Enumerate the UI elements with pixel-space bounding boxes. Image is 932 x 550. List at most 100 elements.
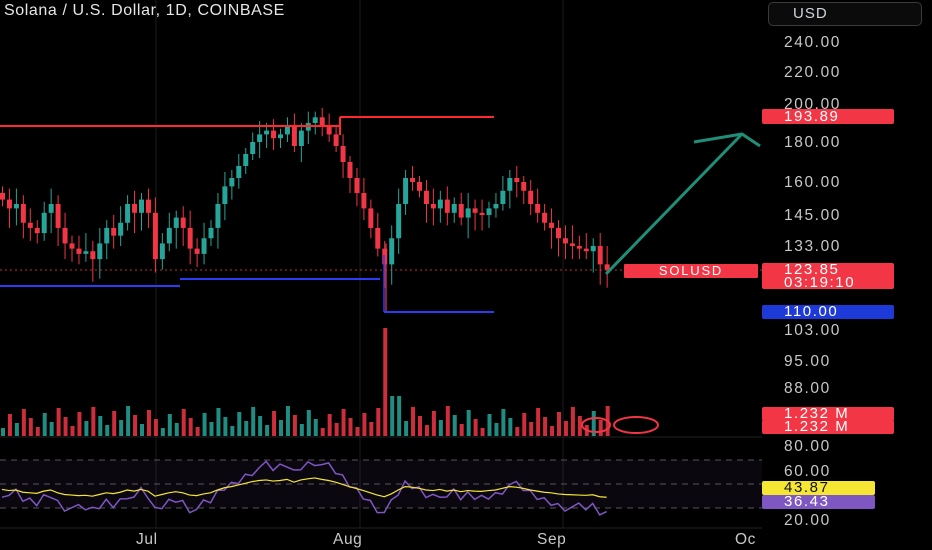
candle-body: [69, 243, 75, 249]
candle-body: [479, 212, 485, 215]
candle-body: [159, 243, 165, 260]
volume-bar: [140, 424, 144, 436]
candle-body: [389, 238, 395, 265]
volume-bar: [313, 419, 318, 436]
candle-body: [423, 190, 429, 204]
volume-bar: [14, 423, 19, 436]
volume-bar: [515, 427, 520, 436]
volume-bar: [306, 410, 311, 436]
volume-bar: [369, 422, 374, 436]
volume-bar: [536, 408, 541, 436]
volume-bar: [209, 422, 214, 436]
symbol-badge: SOLUSD: [624, 264, 758, 278]
trend-arrow-line: [604, 132, 761, 276]
volume-bar: [7, 414, 12, 436]
volume-bar: [445, 406, 450, 436]
candle-body: [486, 208, 492, 215]
candle-body: [493, 204, 499, 209]
support-price-badge: 110.00: [762, 304, 894, 319]
candle-body: [403, 178, 409, 204]
candle-body: [132, 204, 138, 213]
volume-bar: [480, 428, 485, 436]
volume-bar: [501, 409, 506, 436]
volume-bar: [244, 421, 249, 436]
volume-bar: [153, 419, 158, 436]
volume-bar: [397, 396, 402, 436]
price-tick: 145.00: [784, 207, 842, 224]
volume-bar: [550, 426, 555, 436]
candle-body: [271, 130, 277, 139]
candle-body: [118, 222, 124, 236]
candle-body: [284, 126, 290, 135]
volume-bar: [404, 421, 409, 436]
candle-body: [243, 154, 249, 166]
volume-bar: [1, 428, 5, 436]
volume-bar: [487, 414, 492, 436]
volume-bar: [557, 412, 561, 436]
currency-button[interactable]: USD: [768, 2, 922, 26]
volume-bar: [265, 425, 270, 436]
volume-bar: [598, 420, 603, 436]
price-levels: [0, 116, 762, 313]
candlestick-series: [0, 107, 610, 312]
candle-body: [451, 204, 457, 213]
price-tick: 95.00: [784, 353, 831, 370]
volume-bar: [167, 414, 172, 436]
volume-bar: [181, 409, 186, 436]
symbol-title[interactable]: Solana / U.S. Dollar, 1D, COINBASE: [4, 2, 285, 19]
volume-bar: [334, 423, 339, 436]
volume-bar: [522, 413, 527, 436]
candle-body: [597, 246, 603, 265]
candle-body: [257, 134, 263, 142]
candle-body: [396, 204, 402, 239]
volume-bar: [279, 420, 283, 436]
volume-bar: [466, 410, 471, 436]
volume-bar: [411, 407, 416, 436]
price-tick: 160.00: [784, 174, 842, 191]
candle-body: [291, 126, 297, 146]
candle-body: [139, 199, 144, 213]
rsi-ma-line: [1, 477, 607, 498]
volume-bar: [494, 423, 499, 436]
candle-body: [83, 251, 89, 254]
candle-body: [194, 248, 200, 254]
candle-body: [361, 193, 367, 209]
bar-countdown: 03:19:10: [784, 274, 856, 291]
volume-bar: [418, 416, 422, 436]
candle-body: [250, 142, 256, 154]
volume-bar: [251, 407, 256, 436]
candle-body: [125, 204, 131, 223]
volume-bar: [327, 414, 332, 436]
volume-bar: [223, 417, 228, 436]
volume-bar: [49, 422, 54, 436]
time-tick-aug: Aug: [333, 531, 363, 548]
candle-body: [521, 182, 527, 191]
rsi-tick: 60.00: [784, 463, 831, 480]
candle-body: [430, 204, 436, 209]
price-tick: 220.00: [784, 64, 842, 81]
candle-body: [97, 243, 103, 260]
volume-bar: [292, 415, 297, 436]
us-flag-icon: [581, 417, 611, 433]
volume-bar: [195, 427, 200, 436]
rsi-tick: 20.00: [784, 512, 831, 529]
us-flag-icon: [613, 416, 659, 434]
volume-bar: [591, 411, 596, 436]
candle-body: [549, 222, 555, 228]
candle-body: [236, 166, 242, 178]
candle-body: [90, 251, 96, 260]
resistance-price-badge: 193.89: [762, 109, 894, 124]
volume-bar: [577, 416, 582, 436]
volume-bar: [320, 428, 325, 436]
time-tick-jul: Jul: [136, 531, 158, 548]
candle-body: [20, 204, 26, 223]
volume-bar: [570, 407, 575, 436]
candle-body: [368, 208, 374, 228]
candle-body: [458, 204, 464, 218]
candle-body: [500, 190, 506, 204]
volume-bar: [133, 415, 138, 436]
volume-bar: [529, 422, 534, 436]
volume-bar: [376, 408, 381, 436]
volume-bar: [28, 418, 33, 436]
